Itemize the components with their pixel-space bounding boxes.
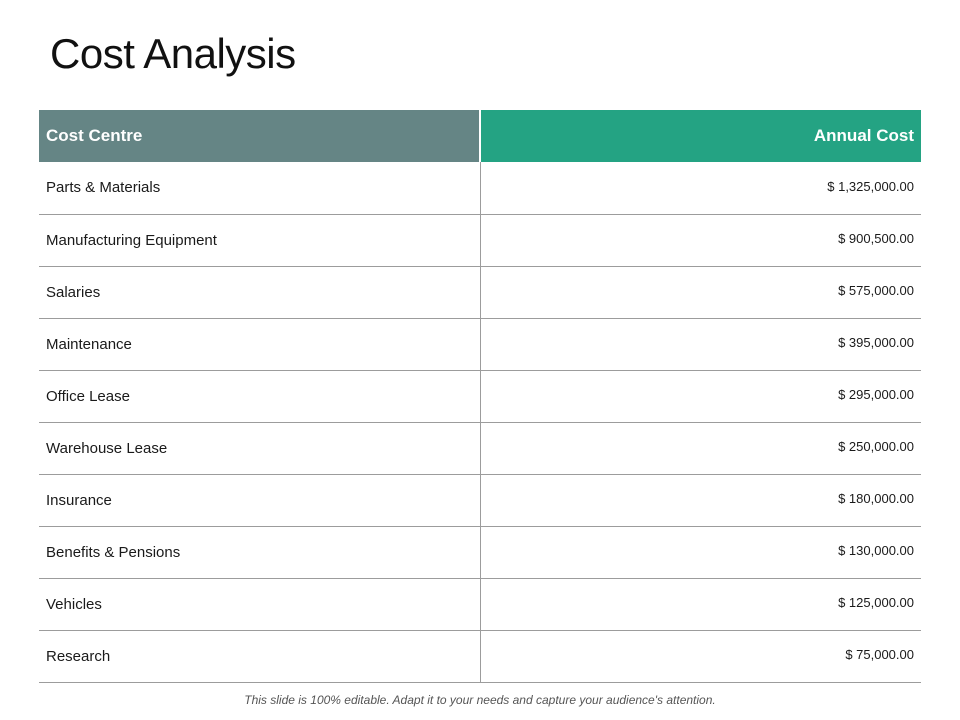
table-row: Manufacturing Equipment $ 900,500.00 xyxy=(39,214,921,267)
annual-cost-cell: $ 180,000.00 xyxy=(480,474,921,527)
table-row: Research $ 75,000.00 xyxy=(39,630,921,683)
annual-cost-cell: $ 125,000.00 xyxy=(480,578,921,631)
annual-cost-cell: $ 395,000.00 xyxy=(480,318,921,371)
footer-note: This slide is 100% editable. Adapt it to… xyxy=(244,693,716,707)
annual-cost-cell: $ 75,000.00 xyxy=(480,630,921,683)
cost-centre-cell: Vehicles xyxy=(39,578,481,631)
cost-centre-cell: Parts & Materials xyxy=(39,162,481,215)
table-row: Maintenance $ 395,000.00 xyxy=(39,318,921,371)
page-title: Cost Analysis xyxy=(50,30,296,77)
table-row: Insurance $ 180,000.00 xyxy=(39,474,921,527)
annual-cost-cell: $ 900,500.00 xyxy=(480,214,921,267)
annual-cost-cell: $ 250,000.00 xyxy=(480,422,921,475)
table-row: Salaries $ 575,000.00 xyxy=(39,266,921,319)
annual-cost-cell: $ 1,325,000.00 xyxy=(480,162,921,215)
table-row: Parts & Materials $ 1,325,000.00 xyxy=(39,162,921,215)
cost-centre-cell: Insurance xyxy=(39,474,481,527)
cost-centre-cell: Salaries xyxy=(39,266,481,319)
annual-cost-cell: $ 575,000.00 xyxy=(480,266,921,319)
header-annual-cost: Annual Cost xyxy=(480,110,921,162)
annual-cost-cell: $ 295,000.00 xyxy=(480,370,921,423)
cost-centre-cell: Manufacturing Equipment xyxy=(39,214,481,267)
cost-centre-cell: Maintenance xyxy=(39,318,481,371)
annual-cost-cell: $ 130,000.00 xyxy=(480,526,921,579)
cost-centre-cell: Research xyxy=(39,630,481,683)
cost-centre-cell: Warehouse Lease xyxy=(39,422,481,475)
header-cost-centre: Cost Centre xyxy=(39,110,481,162)
cost-table: Cost Centre Annual Cost Parts & Material… xyxy=(39,110,921,683)
cost-centre-cell: Benefits & Pensions xyxy=(39,526,481,579)
cost-centre-cell: Office Lease xyxy=(39,370,481,423)
table-row: Warehouse Lease $ 250,000.00 xyxy=(39,422,921,475)
table-row: Vehicles $ 125,000.00 xyxy=(39,578,921,631)
table-row: Benefits & Pensions $ 130,000.00 xyxy=(39,526,921,579)
table-header-row: Cost Centre Annual Cost xyxy=(39,110,921,162)
table-row: Office Lease $ 295,000.00 xyxy=(39,370,921,423)
